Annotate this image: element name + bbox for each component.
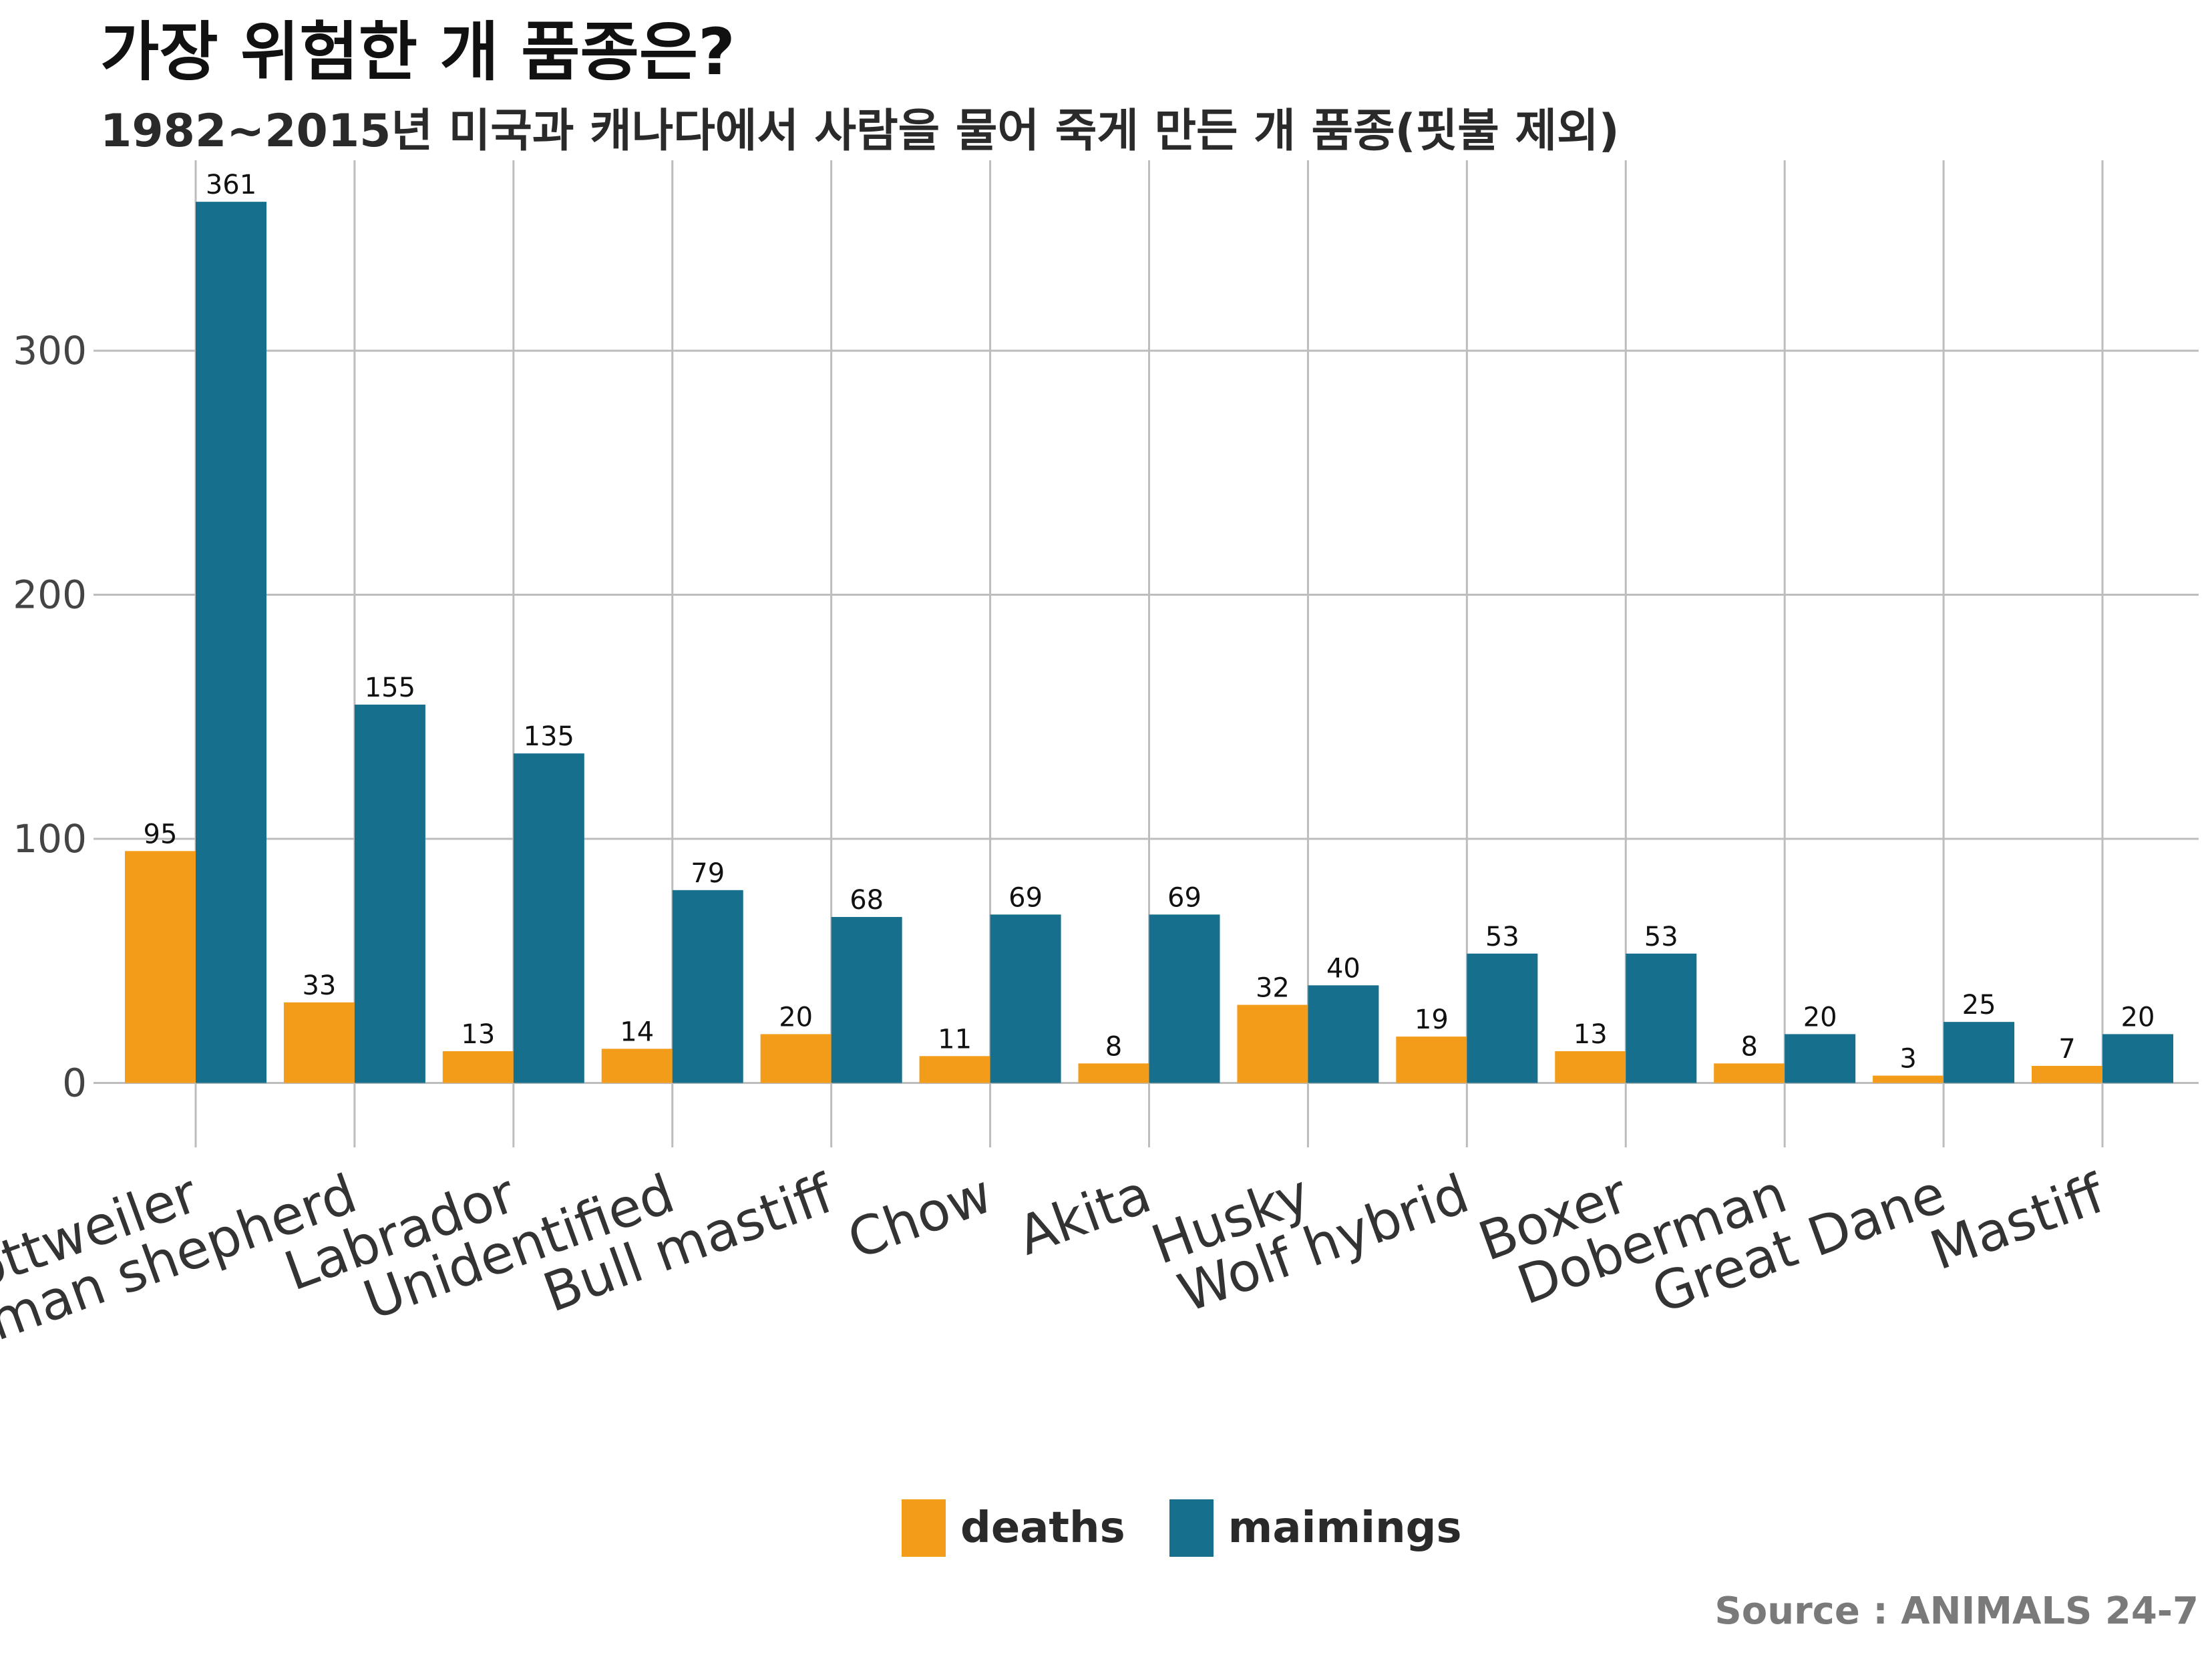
y-tick-label-100: 100 — [13, 816, 87, 862]
bar-maimings — [1785, 1034, 1856, 1083]
y-tick-label-0: 0 — [62, 1061, 87, 1106]
data-labels: 95 361 33 155 13 135 14 79 20 68 11 69 8 69 32 40 19 53 13… — [144, 170, 2155, 1074]
y-tick-label-200: 200 — [13, 572, 87, 618]
legend-item-deaths: deaths — [902, 1499, 1125, 1557]
data-label-deaths: 20 — [779, 1002, 813, 1033]
bar-deaths — [760, 1034, 832, 1083]
bar-maimings — [672, 890, 743, 1083]
bar-maimings — [513, 753, 584, 1083]
bar-maimings — [1308, 985, 1379, 1083]
bar-maimings — [1149, 914, 1220, 1083]
legend: deaths maimings — [902, 1499, 1506, 1557]
data-label-maimings: 20 — [2121, 1002, 2155, 1033]
legend-item-maimings: maimings — [1169, 1499, 1462, 1557]
bar-deaths — [2032, 1065, 2102, 1083]
x-tick-label: Mastiff — [1922, 1162, 2113, 1282]
data-label-maimings: 25 — [1962, 990, 1996, 1020]
chart-title: 가장 위험한 개 품종은? — [100, 15, 735, 89]
bar-maimings — [354, 705, 425, 1083]
data-label-maimings: 40 — [1326, 953, 1360, 984]
bar-deaths — [1396, 1037, 1467, 1083]
data-label-maimings: 53 — [1644, 922, 1678, 952]
data-label-deaths: 3 — [1899, 1044, 1916, 1075]
source-note: Source : ANIMALS 24-7 — [1714, 1590, 2199, 1633]
data-label-deaths: 95 — [144, 819, 178, 850]
bar-maimings — [1626, 953, 1697, 1083]
data-label-maimings: 69 — [1167, 882, 1202, 913]
data-label-deaths: 11 — [938, 1024, 972, 1055]
data-label-maimings: 20 — [1803, 1002, 1837, 1033]
bar-deaths — [1078, 1063, 1149, 1083]
data-label-maimings: 155 — [365, 673, 415, 703]
bar-maimings — [2102, 1034, 2173, 1083]
bar-maimings — [831, 916, 902, 1083]
data-label-deaths: 13 — [461, 1019, 495, 1050]
data-label-deaths: 13 — [1574, 1019, 1608, 1050]
bar-deaths — [601, 1049, 673, 1083]
bar-deaths — [1714, 1063, 1785, 1083]
bar-maimings — [1467, 953, 1538, 1083]
legend-swatch-deaths — [902, 1499, 946, 1557]
x-tick-label: Chow — [840, 1162, 1000, 1271]
legend-label-maimings: maimings — [1228, 1503, 1462, 1553]
data-label-deaths: 8 — [1105, 1031, 1122, 1062]
data-label-deaths: 7 — [2058, 1034, 2075, 1065]
bar-deaths — [919, 1056, 990, 1083]
legend-label-deaths: deaths — [960, 1503, 1125, 1553]
data-label-maimings: 361 — [206, 170, 256, 200]
data-label-deaths: 14 — [620, 1016, 654, 1047]
bar-deaths — [1237, 1004, 1308, 1083]
chart-subtitle: 1982~2015년 미국과 캐나다에서 사람을 물어 죽게 만든 개 품종(핏… — [100, 105, 1620, 158]
legend-swatch-maimings — [1169, 1499, 1214, 1557]
y-axis-ticks: 0 100 200 300 — [13, 328, 87, 1105]
bar-deaths — [125, 851, 196, 1083]
data-label-maimings: 53 — [1485, 922, 1519, 952]
data-label-maimings: 68 — [850, 885, 884, 916]
bar-maimings — [1944, 1022, 2015, 1083]
data-label-deaths: 8 — [1740, 1031, 1757, 1062]
bar-deaths — [1873, 1075, 1944, 1083]
data-label-maimings: 79 — [691, 858, 725, 889]
bar-deaths — [1555, 1051, 1626, 1083]
bar-deaths — [442, 1051, 514, 1083]
data-label-deaths: 19 — [1415, 1004, 1449, 1035]
bar-maimings — [990, 914, 1061, 1083]
bars — [125, 202, 2173, 1083]
bar-maimings — [196, 202, 266, 1083]
data-label-maimings: 69 — [1008, 882, 1043, 913]
x-tick-label: Akita — [1010, 1162, 1159, 1267]
y-tick-label-300: 300 — [13, 328, 87, 373]
bar-deaths — [283, 1002, 355, 1083]
data-label-deaths: 33 — [302, 970, 336, 1001]
data-label-deaths: 32 — [1256, 973, 1290, 1004]
data-label-maimings: 135 — [524, 721, 574, 752]
